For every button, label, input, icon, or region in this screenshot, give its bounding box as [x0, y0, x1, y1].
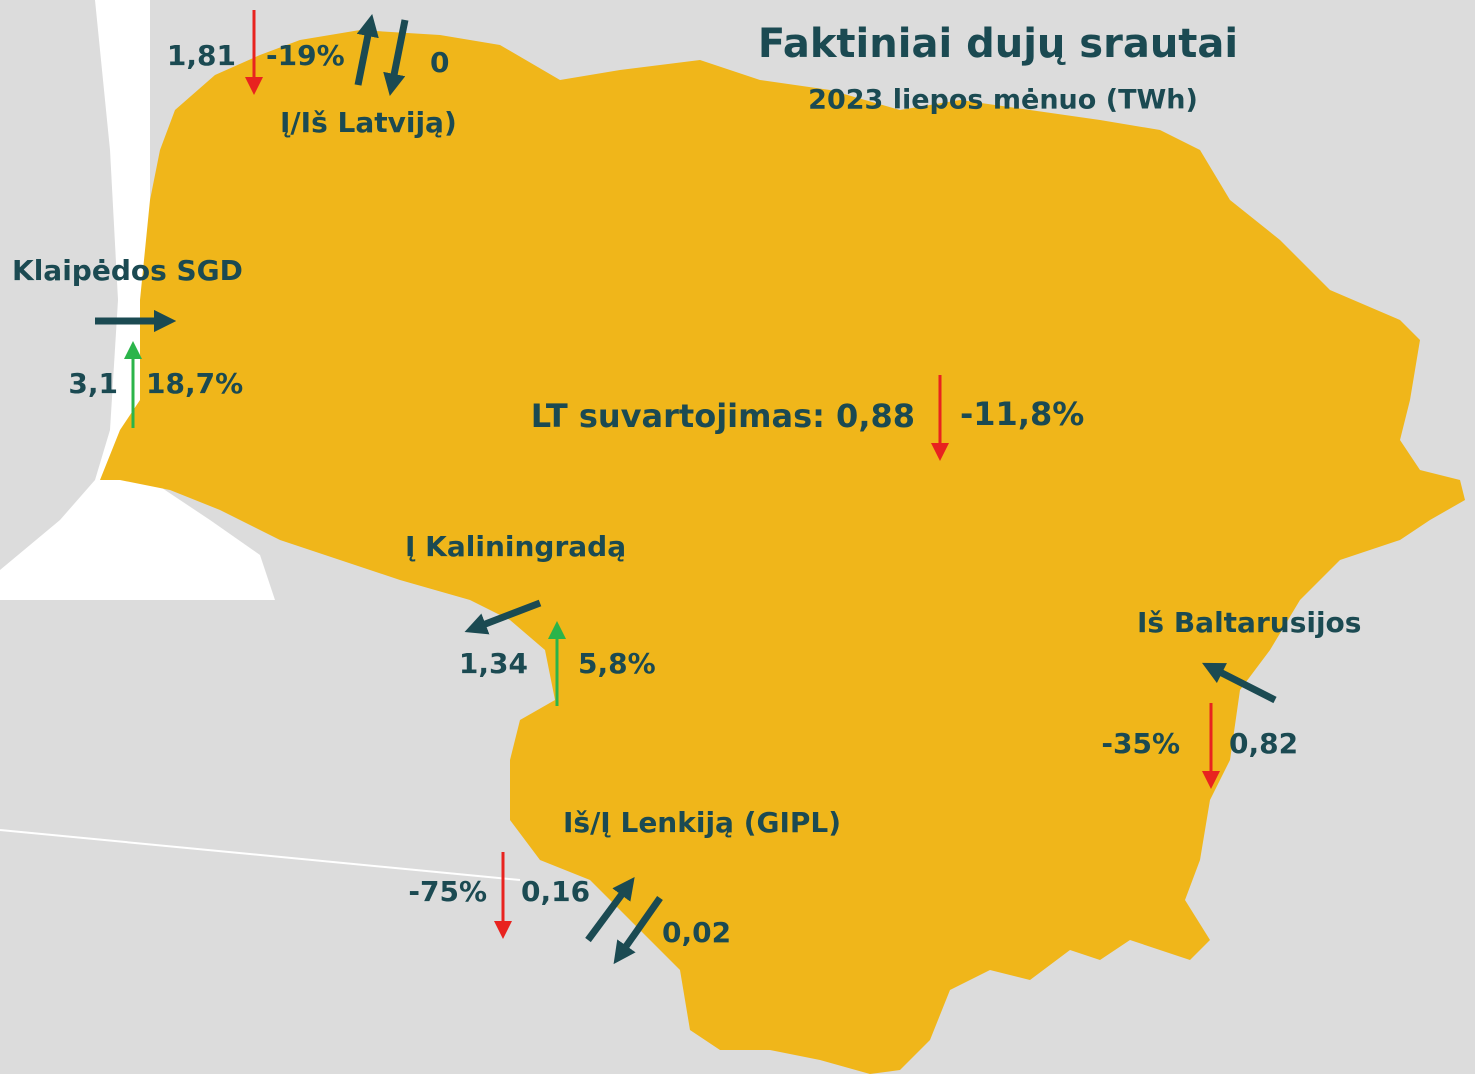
latvia-out: 0: [430, 46, 449, 79]
sea: [0, 0, 275, 600]
lithuania: [100, 30, 1465, 1074]
kaliningrad-value: 1,34: [459, 647, 528, 680]
klaipeda-change: 18,7%: [146, 367, 243, 400]
arrow: [1202, 662, 1277, 704]
border: [0, 829, 521, 881]
latvia-label: Į/Iš Latviją): [280, 106, 457, 139]
kaliningrad-label: Į Kaliningradą: [405, 530, 626, 563]
klaipeda-label: Klaipėdos SGD: [12, 254, 243, 287]
poland-change: -75%: [408, 875, 487, 908]
arrow: [585, 877, 635, 943]
arrow: [383, 19, 409, 96]
belarus-value: 0,82: [1229, 727, 1298, 760]
klaipeda-value: 3,1: [68, 367, 118, 400]
belarus-change: -35%: [1101, 727, 1180, 760]
poland-out: 0,02: [662, 916, 731, 949]
consumption-change: -11,8%: [960, 395, 1084, 433]
latvia-change: -19%: [266, 39, 345, 72]
subtitle: 2023 liepos mėnuo (TWh): [808, 85, 1198, 116]
arrow: [464, 599, 542, 635]
kaliningrad-change: 5,8%: [578, 647, 656, 680]
poland-label: Iš/Į Lenkiją (GIPL): [563, 806, 841, 839]
arrow: [354, 14, 379, 86]
belarus-label: Iš Baltarusijos: [1137, 606, 1361, 639]
title: Faktiniai dujų srautai: [758, 21, 1238, 67]
consumption-label: LT suvartojimas: 0,88: [531, 397, 915, 435]
latvia-in: 1,81: [167, 39, 236, 72]
poland-in: 0,16: [521, 875, 590, 908]
arrow: [613, 895, 663, 965]
